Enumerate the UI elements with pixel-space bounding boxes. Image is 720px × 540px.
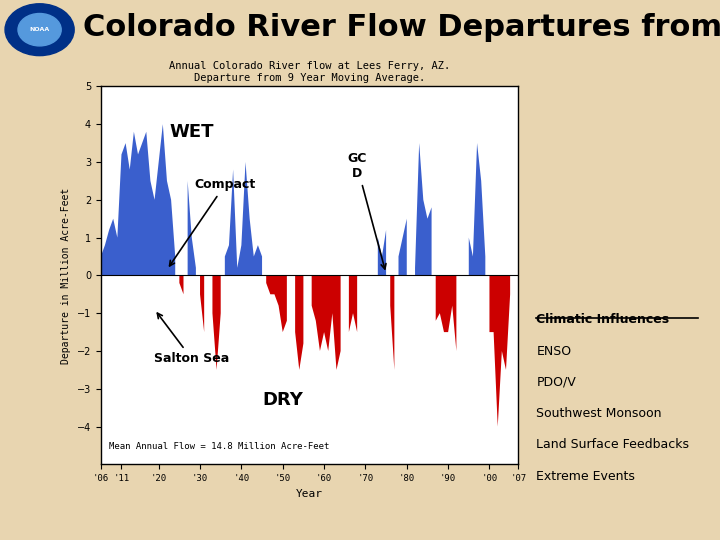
Text: DRY: DRY bbox=[262, 391, 303, 409]
Circle shape bbox=[18, 14, 61, 46]
Text: Land Surface Feedbacks: Land Surface Feedbacks bbox=[536, 438, 690, 451]
Text: GC
D: GC D bbox=[348, 152, 386, 269]
Circle shape bbox=[5, 4, 74, 56]
Y-axis label: Departure in Million Acre-Feet: Departure in Million Acre-Feet bbox=[61, 187, 71, 363]
Text: Salton Sea: Salton Sea bbox=[154, 313, 230, 366]
Text: PDO/V: PDO/V bbox=[536, 376, 576, 389]
Text: NOAA: NOAA bbox=[30, 27, 50, 32]
Text: WET: WET bbox=[169, 123, 214, 141]
Text: Mean Annual Flow = 14.8 Million Acre-Feet: Mean Annual Flow = 14.8 Million Acre-Fee… bbox=[109, 442, 330, 451]
Text: Southwest Monsoon: Southwest Monsoon bbox=[536, 407, 662, 420]
Text: Compact: Compact bbox=[170, 178, 256, 266]
Text: Climatic Influences: Climatic Influences bbox=[536, 313, 670, 326]
X-axis label: Year: Year bbox=[296, 489, 323, 498]
Text: Colorado River Flow Departures from Average: Colorado River Flow Departures from Aver… bbox=[83, 14, 720, 43]
Text: Extreme Events: Extreme Events bbox=[536, 470, 635, 483]
Text: ENSO: ENSO bbox=[536, 345, 572, 357]
Title: Annual Colorado River flow at Lees Ferry, AZ.
Departure from 9 Year Moving Avera: Annual Colorado River flow at Lees Ferry… bbox=[169, 61, 450, 83]
